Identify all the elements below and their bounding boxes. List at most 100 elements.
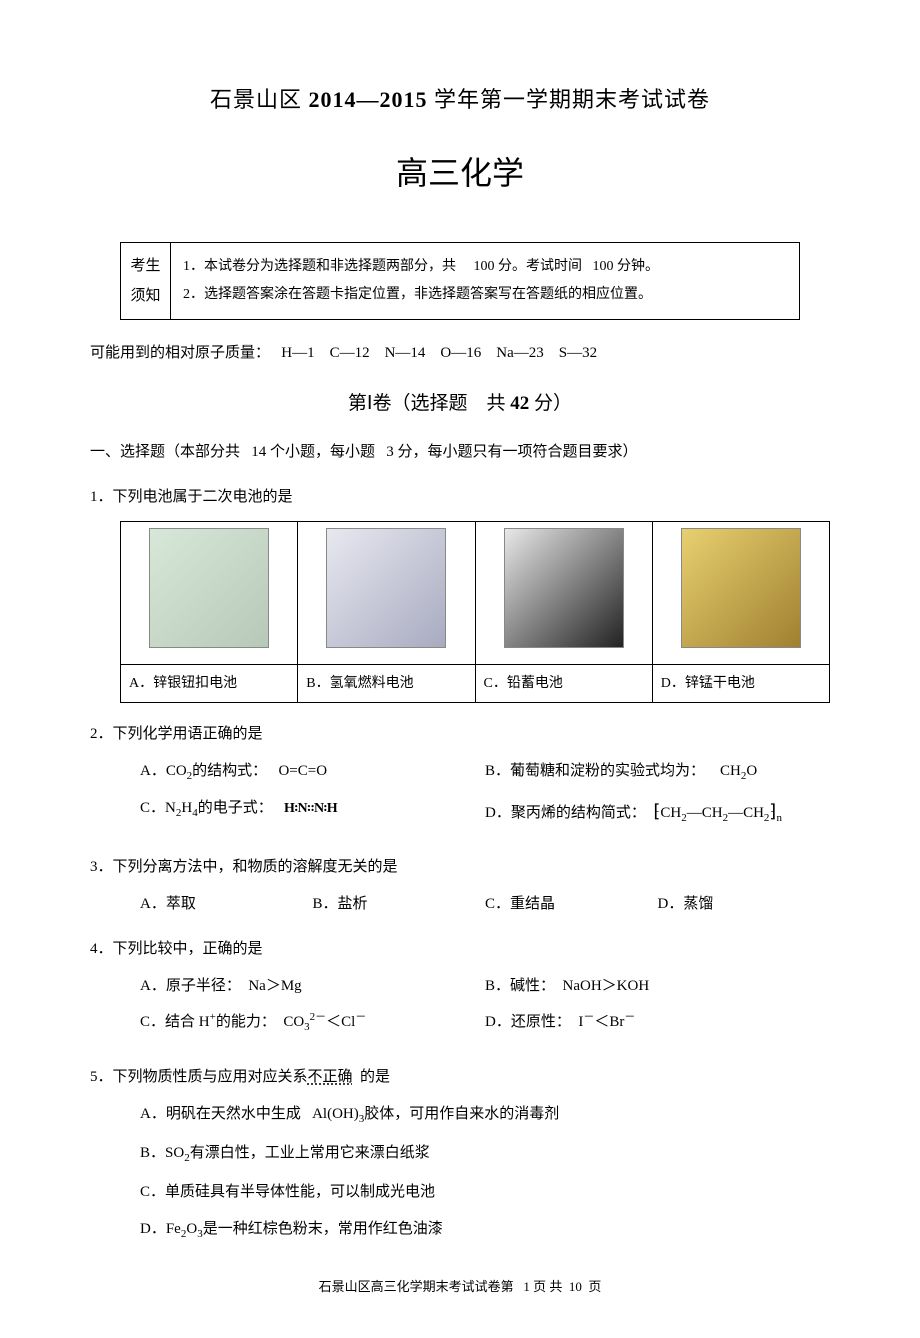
q2b1: B．葡萄糖和淀粉的实验式均为： — [485, 763, 705, 779]
q5d1: D．Fe — [140, 1221, 181, 1237]
q1-opt-c: C．铅蓄电池 — [475, 664, 652, 702]
q5sb: 的是 — [360, 1069, 390, 1085]
q2d2: CH — [660, 805, 681, 821]
fb: 1 — [523, 1279, 530, 1294]
q1-img-b — [298, 522, 475, 664]
q2a4: O=C=O — [278, 763, 327, 779]
n1b: 100 — [474, 259, 495, 274]
question-3: 3．下列分离方法中，和物质的溶解度无关的是 A．萃取 B．盐析 C．重结晶 D．… — [90, 854, 830, 918]
q3-opt-a: A．萃取 — [140, 891, 313, 918]
title-tail: 学年第一学期期末考试试卷 — [434, 87, 710, 112]
ia: 一、选择题（本部分共 — [90, 444, 240, 460]
question-4: 4．下列比较中，正确的是 A．原子半径： Na＞Mg B．碱性： NaOH＞KO… — [90, 936, 830, 1046]
q3-opt-d: D．蒸馏 — [658, 891, 831, 918]
q2-opt-b: B．葡萄糖和淀粉的实验式均为： CH2O — [485, 758, 830, 787]
q4-stem: 4．下列比较中，正确的是 — [90, 936, 830, 963]
q5b3: 有漂白性，工业上常用它来漂白纸浆 — [190, 1145, 430, 1161]
q2c1: C．N — [140, 800, 176, 816]
q5sa: 5．下列物质性质与应用对应关系 — [90, 1069, 308, 1085]
q2-opt-d: D．聚丙烯的结构简式： ⁅CH2—CH2—CH2⁆n — [485, 795, 830, 829]
question-5: 5．下列物质性质与应用对应关系不正确 的是 A．明矾在天然水中生成 Al(OH)… — [90, 1064, 830, 1244]
notice-right: 1．本试卷分为选择题和非选择题两部分，共 100 分。考试时间 100 分钟。 … — [171, 243, 799, 319]
q2a3: 的结构式： — [192, 763, 267, 779]
q4d1: D．还原性： — [485, 1014, 571, 1030]
n1d: 100 — [593, 259, 614, 274]
q2b4: O — [746, 763, 757, 779]
q1-opt-b: B．氢氧燃料电池 — [298, 664, 475, 702]
fe: 页 — [588, 1279, 601, 1294]
q1-img-d — [652, 522, 829, 664]
page-footer: 石景山区高三化学期末考试试卷第 1 页 共 10 页 — [90, 1275, 830, 1298]
q2-stem: 2．下列化学用语正确的是 — [90, 721, 830, 748]
q5a1: A．明矾在天然水中生成 — [140, 1106, 301, 1122]
year-range: 2014—2015 — [309, 87, 428, 112]
s1b: 共 — [487, 393, 506, 414]
q4-opt-a: A．原子半径： Na＞Mg — [140, 973, 485, 1000]
q4a1: A．原子半径： — [140, 978, 241, 994]
q1-opt-a: A．锌银钮扣电池 — [121, 664, 298, 702]
fc: 页 共 — [533, 1279, 562, 1294]
notice-left: 考生 须知 — [121, 243, 171, 319]
notice-left-1: 考生 — [130, 253, 160, 280]
q5a4: 胶体，可用作自来水的消毒剂 — [364, 1106, 559, 1122]
q2c5: 的电子式： — [198, 800, 273, 816]
q1-stem: 1．下列电池属于二次电池的是 — [90, 484, 830, 511]
q4a2: Na＞Mg — [248, 978, 301, 994]
q4-opt-c: C．结合 H+的能力： CO32－＜Cl－ — [140, 1008, 485, 1038]
q5-stem: 5．下列物质性质与应用对应关系不正确 的是 — [90, 1064, 830, 1091]
subject-title: 高三化学 — [90, 145, 830, 203]
q2d3: —CH — [687, 805, 723, 821]
q4-opt-d: D．还原性： I－＜Br－ — [485, 1008, 830, 1038]
n1e: 分钟。 — [617, 259, 659, 274]
question-1: 1．下列电池属于二次电池的是 A．锌银钮扣电池 B．氢氧燃料电池 C．铅蓄电池 … — [90, 484, 830, 702]
notice-line-2: 2．选择题答案涂在答题卡指定位置，非选择题答案写在答题纸的相应位置。 — [183, 281, 787, 309]
q2c3: H — [181, 800, 192, 816]
q5-opt-a: A．明矾在天然水中生成 Al(OH)3胶体，可用作自来水的消毒剂 — [140, 1101, 830, 1130]
q3-opt-c: C．重结晶 — [485, 891, 658, 918]
q5d3: O — [186, 1221, 197, 1237]
fd: 10 — [569, 1279, 582, 1294]
q5-opt-c: C．单质硅具有半导体性能，可以制成光电池 — [140, 1179, 830, 1206]
q4c2: 的能力： — [216, 1014, 276, 1030]
n1c: 分。考试时间 — [498, 259, 582, 274]
fa: 石景山区高三化学期末考试试卷第 — [319, 1279, 514, 1294]
q5su: 不正确 — [308, 1069, 353, 1085]
n1a: 1．本试卷分为选择题和非选择题两部分，共 — [183, 259, 456, 274]
notice-box: 考生 须知 1．本试卷分为选择题和非选择题两部分，共 100 分。考试时间 10… — [120, 242, 800, 320]
lewis-structure: H꞉N꞉꞉N꞉H — [284, 796, 337, 821]
part1-instruction: 一、选择题（本部分共 14 个小题，每小题 3 分，每小题只有一项符合题目要求） — [90, 439, 830, 466]
q4c4: ＜Cl — [326, 1014, 355, 1030]
q4b2: NaOH＞KOH — [563, 978, 650, 994]
q2d4: —CH — [728, 805, 764, 821]
ie: 分，每小题只有一项符合题目要求） — [398, 444, 638, 460]
q5-opt-d: D．Fe2O3是一种红棕色粉末，常用作红色油漆 — [140, 1216, 830, 1245]
ib: 14 — [251, 444, 266, 460]
q1-table: A．锌银钮扣电池 B．氢氧燃料电池 C．铅蓄电池 D．锌锰干电池 — [120, 521, 830, 702]
q5b1: B．SO — [140, 1145, 184, 1161]
atomic-values: H—1 C—12 N—14 O—16 Na—23 S—32 — [281, 345, 597, 361]
q5-opt-b: B．SO2有漂白性，工业上常用它来漂白纸浆 — [140, 1140, 830, 1169]
q1-img-c — [475, 522, 652, 664]
q5a2: Al(OH) — [312, 1106, 359, 1122]
district: 石景山区 — [210, 87, 302, 112]
q5d5: 是一种红棕色粉末，常用作红色油漆 — [203, 1221, 443, 1237]
notice-line-1: 1．本试卷分为选择题和非选择题两部分，共 100 分。考试时间 100 分钟。 — [183, 253, 787, 281]
s1c: 42 — [510, 393, 529, 414]
section-1-header: 第Ⅰ卷（选择题 共 42 分） — [90, 387, 830, 421]
question-2: 2．下列化学用语正确的是 A．CO2的结构式： O=C=O B．葡萄糖和淀粉的实… — [90, 721, 830, 837]
q4c1: C．结合 H — [140, 1014, 210, 1030]
exam-title: 石景山区 2014—2015 学年第一学期期末考试试卷 — [90, 80, 830, 120]
q2-opt-a: A．CO2的结构式： O=C=O — [140, 758, 485, 787]
q4b1: B．碱性： — [485, 978, 555, 994]
ic: 个小题，每小题 — [270, 444, 375, 460]
s1d: 分） — [534, 393, 572, 414]
q4c3: CO — [283, 1014, 304, 1030]
notice-left-2: 须知 — [130, 283, 160, 310]
id: 3 — [386, 444, 394, 460]
q4d3: ＜Br — [594, 1014, 624, 1030]
q1-opt-d: D．锌锰干电池 — [652, 664, 829, 702]
q2d1: D．聚丙烯的结构简式： — [485, 805, 646, 821]
atomic-mass: 可能用到的相对原子质量： H—1 C—12 N—14 O—16 Na—23 S—… — [90, 340, 830, 367]
q2a1: A．CO — [140, 763, 187, 779]
q1-img-a — [121, 522, 298, 664]
